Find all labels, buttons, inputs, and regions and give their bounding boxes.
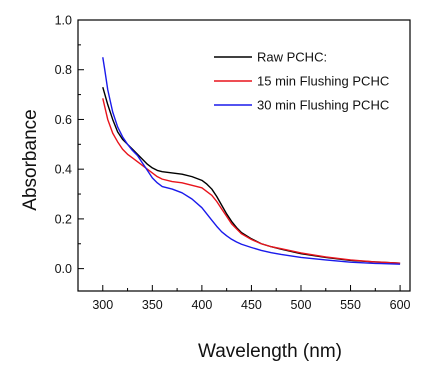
x-tick-label: 350: [142, 298, 163, 312]
x-tick-label: 300: [92, 298, 113, 312]
series-line-2: [102, 57, 401, 265]
x-tick-label: 450: [241, 298, 262, 312]
y-tick-label: 0.2: [55, 212, 72, 226]
y-tick-label: 1.0: [55, 14, 72, 28]
y-axis-ticks: 0.0 0.2 0.4 0.6 0.8 1.0: [55, 14, 84, 276]
plot-frame: [77, 19, 411, 292]
series-layer: [102, 57, 401, 265]
legend-label-0: Raw PCHC:: [257, 50, 327, 65]
x-tick-label: 500: [291, 298, 312, 312]
y-axis-title: Absorbance: [20, 109, 41, 210]
series-line-1: [102, 98, 401, 264]
y-tick-label: 0.6: [55, 113, 72, 127]
x-axis-ticks: 300 350 400 450 500 550 600: [92, 285, 411, 312]
y-tick-label: 0.0: [55, 262, 72, 276]
y-tick-label: 0.8: [55, 63, 72, 77]
legend: Raw PCHC: 15 min Flushing PCHC 30 min Flus…: [214, 50, 389, 113]
x-tick-label: 600: [390, 298, 411, 312]
legend-label-2: 30 min Flushing PCHC: [257, 98, 389, 113]
series-line-0: [102, 86, 401, 264]
x-axis-title: Wavelength (nm): [198, 341, 342, 362]
legend-label-1: 15 min Flushing PCHC: [257, 74, 389, 89]
x-tick-label: 400: [191, 298, 212, 312]
y-tick-label: 0.4: [55, 163, 72, 177]
x-tick-label: 550: [340, 298, 361, 312]
